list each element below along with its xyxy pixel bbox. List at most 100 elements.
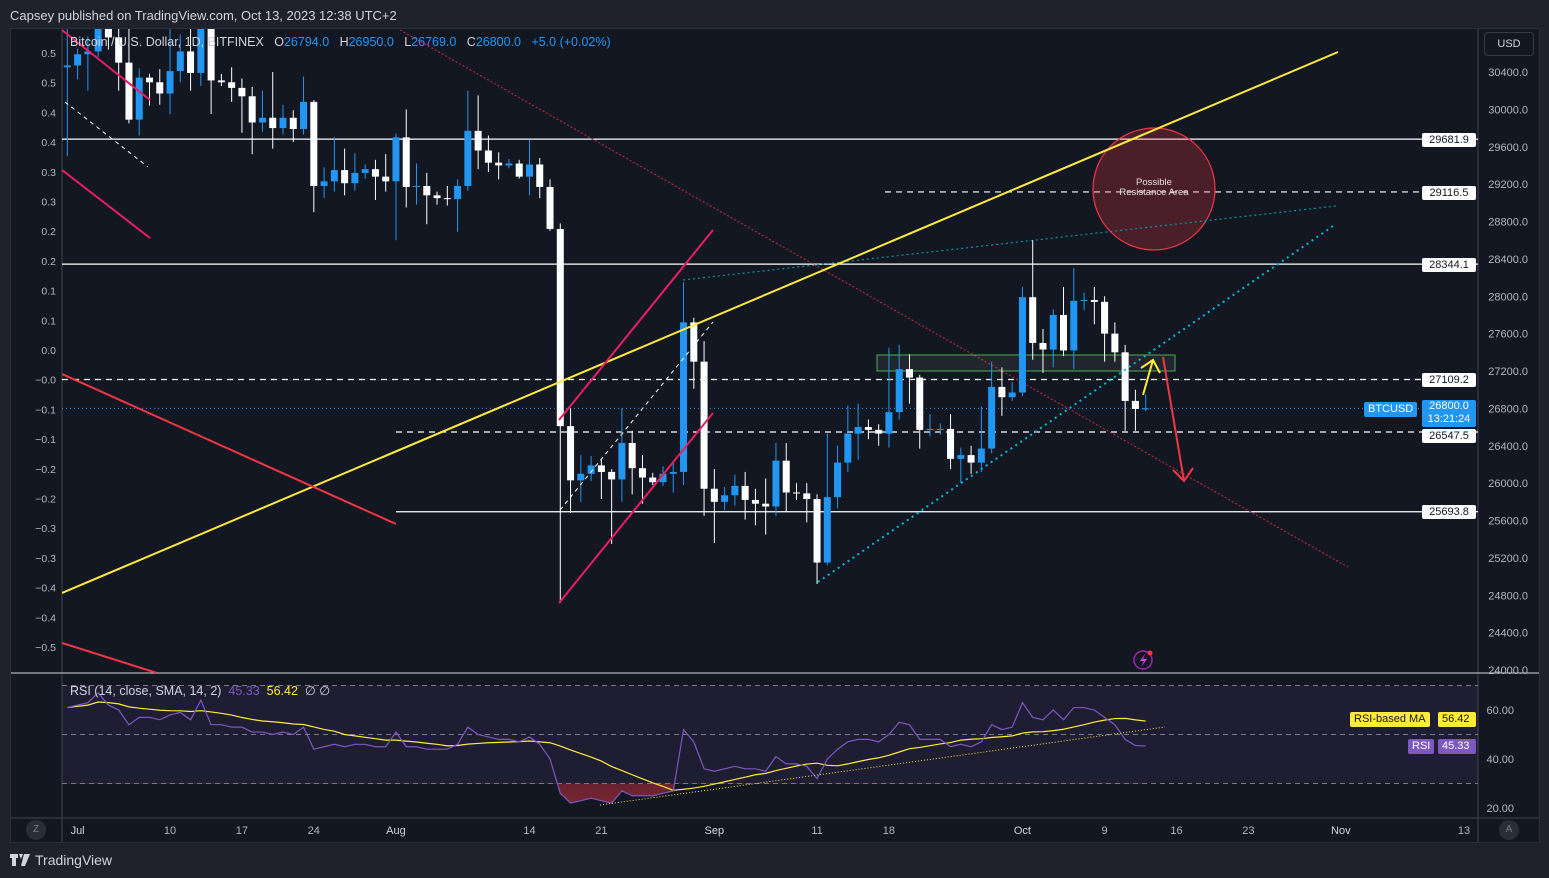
rsi-ma-axis-label: 56.42 — [1438, 712, 1476, 727]
high-label: H — [339, 35, 349, 49]
candle-body — [115, 37, 123, 63]
candle — [94, 29, 102, 58]
candle — [628, 430, 636, 495]
candle — [967, 445, 975, 474]
candle-body — [1008, 392, 1016, 398]
candle-body — [207, 29, 215, 81]
auto-scale-button[interactable]: A — [1499, 820, 1519, 840]
candle-body — [495, 162, 503, 166]
candle-body — [844, 433, 852, 463]
candle-body — [515, 163, 523, 177]
candle-body — [443, 198, 451, 200]
candle — [402, 109, 410, 208]
candle — [351, 153, 359, 191]
candle-body — [680, 322, 688, 472]
candle-body — [279, 117, 287, 129]
zoom-toggle-button[interactable]: Z — [26, 820, 46, 840]
candle-body — [936, 428, 944, 430]
candle — [649, 472, 657, 486]
candle — [258, 90, 266, 132]
candle-body — [751, 499, 759, 504]
candle-body — [875, 429, 883, 434]
candle-body — [248, 96, 256, 123]
candle — [1090, 286, 1098, 325]
resistance-annotation[interactable]: Possible Resistance Area — [1094, 178, 1214, 198]
level-label: 29116.5 — [1422, 186, 1476, 200]
candle-body — [536, 164, 544, 187]
open-label: O — [274, 35, 284, 49]
current-price: 26800.0 — [1429, 400, 1469, 412]
candle-body — [63, 65, 71, 68]
candle — [63, 29, 71, 157]
candle — [1101, 296, 1109, 362]
candle — [977, 406, 985, 472]
candle — [772, 442, 780, 516]
currency-button[interactable]: USD — [1484, 32, 1534, 56]
candle-body — [988, 386, 996, 449]
time-tick: 13 — [1458, 825, 1470, 837]
candle — [371, 159, 379, 201]
candle-body — [382, 176, 390, 182]
candle-body — [505, 163, 513, 166]
candle-body — [638, 468, 646, 478]
candle — [710, 469, 718, 543]
rsi-ma-tag: RSI-based MA — [1350, 712, 1430, 727]
candle — [864, 419, 872, 440]
level-label: 26547.5 — [1422, 429, 1476, 443]
pink-trendline — [62, 29, 151, 101]
candle-body — [947, 428, 955, 459]
candle — [556, 223, 564, 603]
left-axis-tick: 0.1 — [41, 315, 56, 327]
candle-body — [1039, 342, 1047, 350]
footer-brand[interactable]: TradingView — [10, 852, 112, 868]
rsi-value: 45.33 — [228, 684, 260, 698]
lightning-icon-glyph — [1140, 654, 1147, 667]
candle-body — [731, 485, 739, 496]
candle-body — [104, 29, 112, 38]
candle-body — [351, 172, 359, 184]
time-tick: 17 — [236, 825, 248, 837]
red-trendline — [62, 642, 158, 673]
candle-body — [1070, 300, 1078, 351]
symbol-title[interactable]: Bitcoin / U.S. Dollar, 1D, BITFINEX — [70, 35, 264, 49]
candle — [1131, 389, 1139, 431]
candle-body — [864, 427, 872, 430]
left-axis-tick: −0.2 — [35, 464, 56, 476]
candle — [166, 29, 174, 115]
rsi-legend[interactable]: RSI (14, close, SMA, 14, 2) 45.33 56.42 … — [70, 683, 330, 698]
price-tick: 28000.0 — [1488, 291, 1528, 303]
candle — [998, 367, 1006, 416]
candle — [310, 100, 318, 213]
candle-body — [474, 130, 482, 151]
candle — [567, 408, 575, 514]
candle — [495, 152, 503, 180]
candle-body — [649, 477, 657, 483]
candle-body — [197, 29, 205, 73]
white-dashed-line — [64, 101, 149, 168]
left-axis-tick: 0.1 — [41, 286, 56, 298]
candle — [474, 95, 482, 170]
candle-body — [854, 427, 862, 434]
time-tick: 16 — [1170, 825, 1182, 837]
time-tick: Nov — [1331, 825, 1351, 837]
price-tick: 27600.0 — [1488, 329, 1528, 341]
left-axis-tick: 0.3 — [41, 197, 56, 209]
candle-body — [1060, 314, 1068, 351]
yellow-trendline — [62, 51, 1339, 594]
candle — [1039, 328, 1047, 373]
candle — [1080, 292, 1088, 311]
tradingview-logo-icon — [10, 854, 30, 866]
candle — [936, 423, 944, 435]
candle — [1142, 394, 1150, 412]
price-tick: 26800.0 — [1488, 403, 1528, 415]
candle — [762, 478, 770, 535]
candle — [731, 474, 739, 506]
candle — [145, 73, 153, 106]
candle-body — [608, 471, 616, 480]
candle-body — [145, 77, 153, 83]
candle-body — [341, 170, 349, 184]
candle — [690, 317, 698, 389]
candle-body — [926, 428, 934, 430]
price-tick: 24000.0 — [1488, 665, 1528, 677]
